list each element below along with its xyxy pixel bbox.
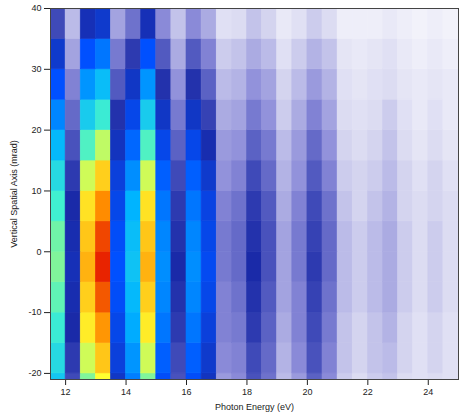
svg-text:14: 14: [121, 387, 131, 397]
svg-text:20: 20: [31, 125, 41, 135]
svg-text:16: 16: [181, 387, 191, 397]
svg-text:Vertical Spatial Axis (mrad): Vertical Spatial Axis (mrad): [9, 140, 19, 248]
svg-text:10: 10: [31, 186, 41, 196]
svg-text:30: 30: [31, 64, 41, 74]
svg-text:12: 12: [61, 387, 71, 397]
svg-text:22: 22: [363, 387, 373, 397]
svg-text:Photon Energy (eV): Photon Energy (eV): [215, 402, 294, 412]
svg-text:20: 20: [302, 387, 312, 397]
svg-text:-20: -20: [28, 368, 41, 378]
svg-text:-10: -10: [28, 307, 41, 317]
svg-text:40: 40: [31, 3, 41, 13]
svg-text:0: 0: [36, 247, 41, 257]
svg-text:24: 24: [423, 387, 433, 397]
svg-text:18: 18: [242, 387, 252, 397]
